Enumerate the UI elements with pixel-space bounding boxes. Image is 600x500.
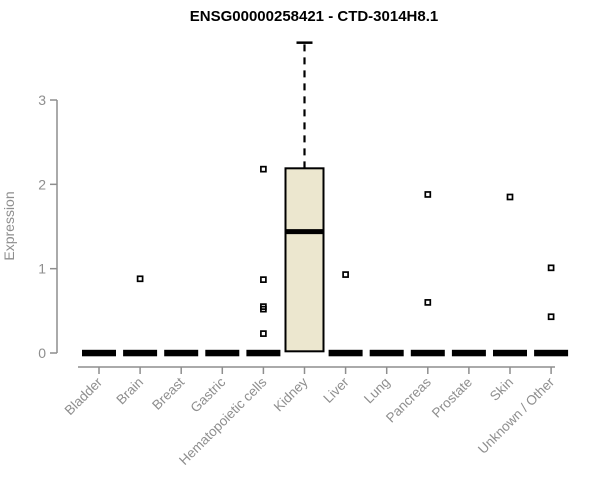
collapsed-box bbox=[369, 349, 404, 357]
collapsed-box bbox=[164, 349, 199, 357]
y-axis: 0 1 2 3 bbox=[38, 92, 58, 361]
box-pancreas bbox=[410, 191, 445, 357]
box-unknown-other bbox=[534, 264, 569, 357]
collapsed-box bbox=[451, 349, 486, 357]
x-tick-label-unknown-other: Unknown / Other bbox=[475, 374, 558, 457]
outlier-point bbox=[506, 193, 514, 201]
box-skin bbox=[493, 193, 527, 357]
outlier-point bbox=[547, 313, 555, 321]
outlier-point bbox=[424, 299, 432, 306]
x-tick-label-bladder: Bladder bbox=[62, 374, 106, 418]
y-tick-label-0: 0 bbox=[38, 345, 46, 361]
box-breast bbox=[164, 349, 199, 357]
x-tick-label-prostate: Prostate bbox=[429, 375, 475, 421]
y-tick-label-1: 1 bbox=[38, 261, 46, 277]
outlier-point bbox=[260, 165, 267, 173]
x-tick-label-skin: Skin bbox=[487, 375, 516, 404]
box-rect bbox=[284, 167, 325, 353]
y-tick-label-3: 3 bbox=[38, 92, 46, 108]
box-kidney bbox=[284, 41, 325, 353]
collapsed-box bbox=[205, 349, 240, 357]
x-tick-label-brain: Brain bbox=[113, 375, 146, 408]
x-tick-label-gastric: Gastric bbox=[188, 374, 229, 415]
box-liver bbox=[328, 271, 363, 357]
outlier-point bbox=[342, 271, 349, 278]
x-tick-label-liver: Liver bbox=[320, 374, 352, 406]
x-tick-label-lung: Lung bbox=[361, 375, 393, 407]
collapsed-box bbox=[246, 349, 281, 357]
outlier-point bbox=[260, 305, 267, 313]
box-prostate bbox=[451, 349, 486, 357]
outlier-point bbox=[547, 264, 555, 272]
x-tick-label-pancreas: Pancreas bbox=[383, 374, 434, 425]
box-lung bbox=[369, 349, 404, 357]
outlier-point bbox=[136, 275, 144, 283]
y-tick-label-2: 2 bbox=[38, 176, 46, 192]
collapsed-box bbox=[410, 349, 445, 357]
box-hematopoietic-cells bbox=[246, 165, 281, 357]
x-tick-label-breast: Breast bbox=[149, 374, 187, 412]
x-tick-label-kidney: Kidney bbox=[271, 374, 311, 414]
outlier-point bbox=[260, 276, 267, 283]
box-brain bbox=[123, 275, 158, 357]
collapsed-box bbox=[123, 349, 158, 357]
outlier-point bbox=[424, 191, 432, 198]
box-bladder bbox=[82, 349, 116, 357]
collapsed-box bbox=[328, 349, 363, 357]
outlier-point bbox=[260, 330, 267, 337]
boxplot-series bbox=[82, 41, 569, 357]
box-gastric bbox=[205, 349, 240, 357]
collapsed-box bbox=[82, 349, 116, 357]
y-axis-label: Expression bbox=[1, 191, 17, 260]
collapsed-box bbox=[534, 349, 569, 357]
collapsed-box bbox=[493, 349, 527, 357]
chart-title: ENSG00000258421 - CTD-3014H8.1 bbox=[190, 8, 438, 25]
